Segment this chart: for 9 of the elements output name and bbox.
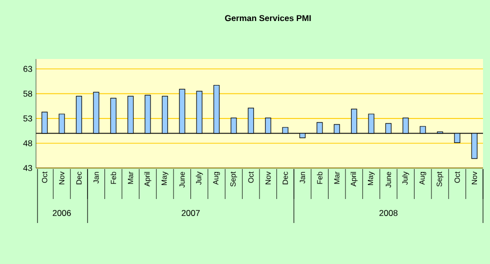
text: 2006 — [52, 210, 71, 216]
text: 2008 — [379, 210, 398, 216]
y-tick-label: 58 — [23, 90, 32, 97]
y-tick-label: 43 — [23, 165, 32, 171]
y-tick-label: 48 — [23, 140, 32, 146]
text: 2007 — [182, 210, 200, 216]
chart-title: German Services PMI — [225, 14, 311, 22]
y-tick-label: 53 — [23, 115, 32, 122]
y-tick-label: 63 — [24, 66, 32, 72]
